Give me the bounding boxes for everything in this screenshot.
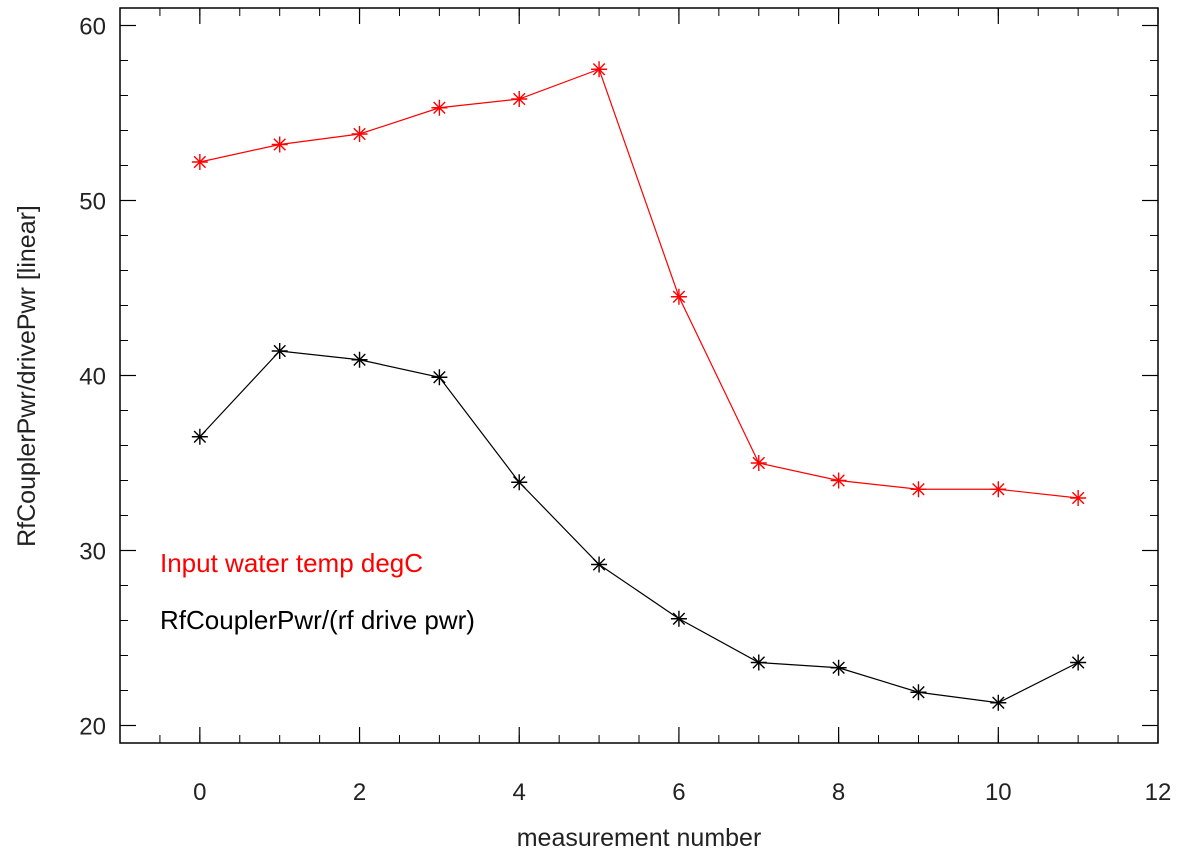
y-tick-labels: 20 30 40 50 60 [79, 14, 106, 741]
series-layer [191, 61, 1087, 711]
y-axis-title: RfCouplerPwr/drivePwr [linear] [13, 205, 41, 547]
data-point [351, 126, 368, 142]
x-tick-label: 0 [193, 779, 206, 806]
data-point [750, 455, 767, 471]
data-point [990, 481, 1007, 498]
x-tick-labels: 0 2 4 6 8 10 12 [193, 779, 1171, 806]
x-tick-label: 4 [513, 779, 526, 806]
data-point [191, 428, 208, 445]
series-0 [191, 61, 1087, 506]
data-point [670, 610, 687, 627]
series-line [199, 68, 1079, 499]
data-point [750, 654, 767, 671]
data-point [910, 684, 927, 701]
data-point [830, 472, 847, 489]
y-tick-label: 60 [79, 14, 106, 41]
data-point [271, 136, 288, 153]
legend-entry-rf-coupler: RfCouplerPwr/(rf drive pwr) [160, 605, 475, 635]
data-point [830, 659, 847, 676]
data-point [990, 694, 1007, 711]
data-point [910, 481, 927, 498]
series-line [199, 350, 1079, 704]
legend-entry-water-temp: Input water temp degC [160, 548, 423, 578]
y-tick-label: 40 [79, 364, 106, 391]
x-axis-title: measurement number [517, 824, 762, 852]
data-point [511, 91, 528, 107]
y-tick-label: 30 [79, 539, 106, 566]
y-tick-label: 20 [79, 714, 106, 741]
data-point [591, 556, 608, 573]
data-point [271, 343, 288, 359]
x-tick-label: 10 [985, 779, 1012, 806]
x-tick-label: 2 [353, 779, 366, 806]
y-tick-label: 50 [79, 189, 106, 216]
x-tick-label: 8 [832, 779, 845, 806]
data-point [591, 61, 608, 78]
data-point [431, 99, 448, 116]
data-point [1070, 654, 1087, 671]
data-point [191, 154, 208, 170]
data-point [511, 474, 528, 491]
x-tick-label: 12 [1145, 779, 1172, 806]
data-point [431, 369, 448, 386]
series-1 [191, 343, 1087, 711]
data-point [1070, 490, 1087, 506]
x-tick-label: 6 [672, 779, 685, 806]
major-ticks [120, 8, 1159, 743]
data-point [351, 351, 368, 368]
data-point [670, 288, 687, 305]
